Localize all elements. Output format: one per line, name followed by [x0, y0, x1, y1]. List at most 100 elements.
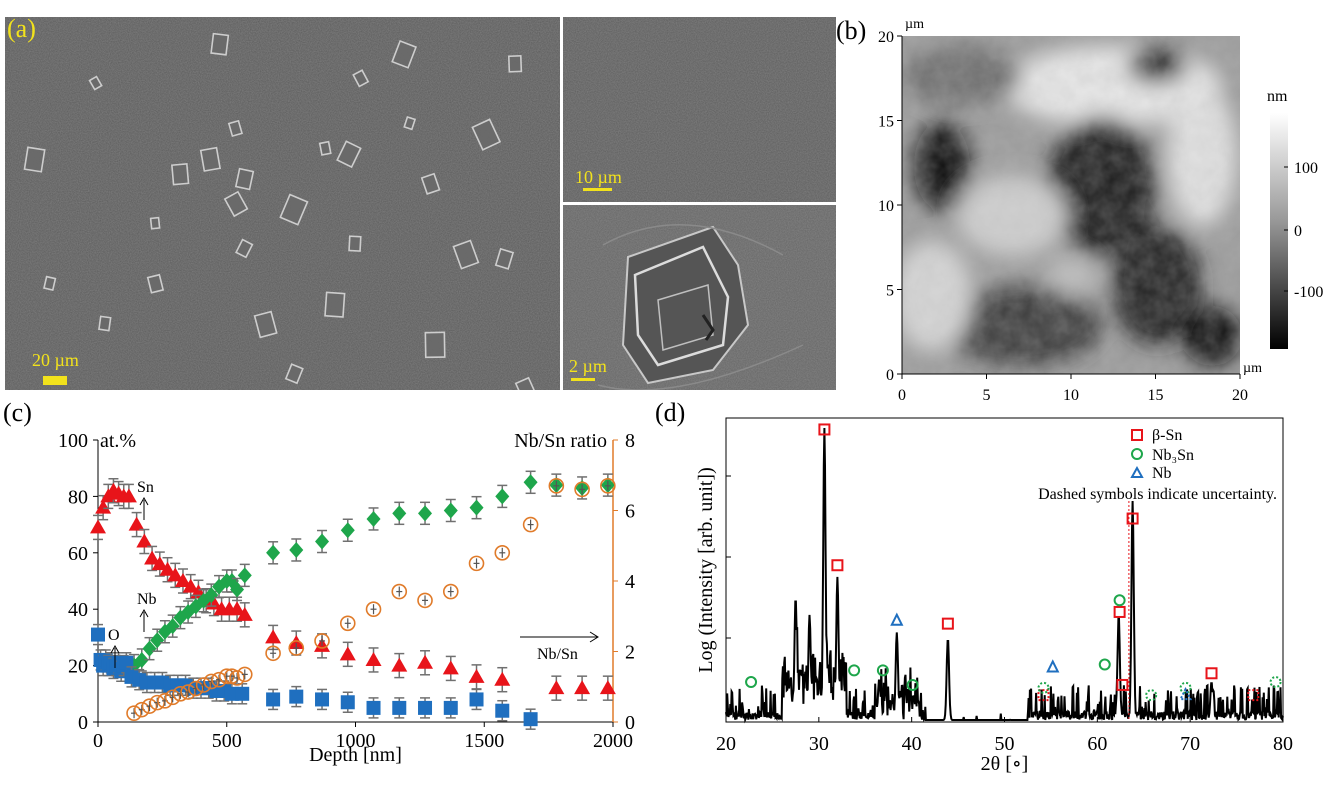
- beta-sn-marker: [1126, 512, 1139, 525]
- c-y-tick-label: 40: [68, 599, 88, 621]
- o-point: [469, 692, 484, 707]
- nb3sn-marker: [1179, 681, 1192, 694]
- sn-point: [365, 651, 382, 666]
- sn-point: [265, 629, 282, 644]
- d-y-axis-label: Log (Intensity [arb. unit]): [695, 467, 717, 673]
- nb-point: [340, 522, 355, 539]
- ratio-point: [391, 583, 408, 600]
- ratio-point: [195, 677, 212, 693]
- c-x-tick-label: 500: [212, 730, 242, 752]
- sem-grain: [597, 224, 804, 390]
- sem-crystal: [494, 247, 515, 270]
- ratio-point: [126, 705, 142, 721]
- sn-point: [128, 516, 145, 531]
- afm-x-tick-label: 5: [983, 387, 991, 404]
- c-x-axis-label: Depth [nm]: [309, 744, 402, 766]
- o-point: [523, 712, 538, 727]
- nb3sn-marker: [1269, 676, 1282, 689]
- c-annotation-ratio: Nb/Sn: [537, 646, 578, 663]
- sn-point: [151, 556, 168, 571]
- beta-sn-marker: [1247, 689, 1260, 702]
- ratio-point: [141, 698, 158, 714]
- o-point: [340, 695, 355, 710]
- o-point: [495, 703, 510, 718]
- nb-point: [289, 541, 304, 558]
- sem-inset-bottom-texture: [563, 205, 836, 390]
- ratio-point: [600, 478, 616, 494]
- d-frame: [725, 417, 1284, 723]
- c-y-tick-label: 60: [68, 543, 88, 565]
- nb3sn-marker: [906, 678, 919, 691]
- c-y-tick-label: 80: [68, 486, 88, 508]
- d-x-tick-label: 40: [902, 733, 922, 755]
- sn-point: [417, 654, 434, 669]
- sn-point: [468, 668, 485, 683]
- sem-crystal: [452, 239, 480, 270]
- afm-x-tick-label: 0: [898, 387, 906, 404]
- sem-crystal: [348, 235, 362, 252]
- sn-point: [182, 578, 199, 593]
- sem-main-texture: [5, 17, 560, 390]
- sem-crystal: [199, 146, 222, 172]
- c-annotation-sn: Sn: [137, 479, 154, 496]
- sn-point: [136, 533, 153, 548]
- ratio-point: [417, 592, 433, 609]
- sn-point: [95, 499, 112, 514]
- afm-height-map: [902, 36, 1240, 374]
- ratio-point: [180, 684, 196, 700]
- nb-marker: [1046, 659, 1060, 673]
- afm-map-graphic: [902, 36, 1240, 374]
- legend-beta-sn-label: β-Sn: [1152, 427, 1182, 444]
- panel-a-label: (a): [7, 14, 36, 43]
- nb-marker: [890, 612, 904, 626]
- sem-main-image: [5, 17, 560, 390]
- nb-point: [165, 618, 180, 635]
- c-y2-tick-label: 2: [625, 642, 635, 664]
- sem-crystal: [235, 238, 254, 259]
- d-xrd-trace: [725, 427, 1284, 724]
- nb3sn-marker: [745, 676, 758, 689]
- ratio-point: [236, 666, 253, 683]
- c-y2-tick-label: 6: [625, 501, 635, 523]
- sem-crystal: [210, 32, 230, 56]
- d-x-tick-label: 70: [1180, 733, 1200, 755]
- c-annotation-o: O: [108, 627, 120, 644]
- nb-point: [230, 581, 245, 598]
- o-point: [289, 689, 304, 704]
- nb-point: [366, 510, 381, 527]
- afm-x-unit: µm: [1243, 361, 1262, 376]
- sn-point: [229, 601, 246, 616]
- sem-crystal: [352, 69, 370, 88]
- ratio-point: [188, 680, 204, 697]
- afm-colorbar: [1270, 113, 1288, 349]
- c-y2-tick-label: 8: [625, 430, 635, 452]
- c-x-tick-label: 2000: [593, 730, 633, 752]
- sn-point: [339, 646, 356, 661]
- scale-bar-bottom-right: [571, 378, 595, 381]
- sem-crystal: [88, 75, 103, 91]
- c-y2-tick-label: 4: [625, 571, 635, 593]
- sn-point: [442, 660, 459, 675]
- d-x-axis-label: 2θ [∘]: [981, 753, 1029, 775]
- o-point: [418, 700, 433, 715]
- ratio-point: [548, 478, 565, 494]
- nb3sn-marker: [1098, 658, 1111, 671]
- nb-point: [204, 587, 219, 604]
- scale-bar-top-right: [583, 188, 612, 191]
- beta-sn-marker: [1205, 667, 1218, 680]
- afm-y-tick-label: 15: [878, 114, 894, 131]
- sem-crystal: [391, 39, 418, 69]
- panel-d-label: (d): [655, 398, 686, 427]
- nb-point: [134, 651, 149, 668]
- beta-sn-marker: [1037, 689, 1050, 702]
- beta-sn-marker: [1116, 678, 1129, 691]
- legend-nb3sn-label: Nb₃Sn: [1152, 447, 1194, 464]
- d-x-tick-label: 30: [809, 733, 829, 755]
- ratio-point: [133, 701, 150, 718]
- afm-x-tick-label: 20: [1232, 387, 1248, 404]
- panel-c-label: (c): [3, 398, 32, 427]
- legend-nb-label: Nb: [1152, 465, 1172, 482]
- ratio-point: [164, 689, 181, 706]
- o-point: [443, 700, 458, 715]
